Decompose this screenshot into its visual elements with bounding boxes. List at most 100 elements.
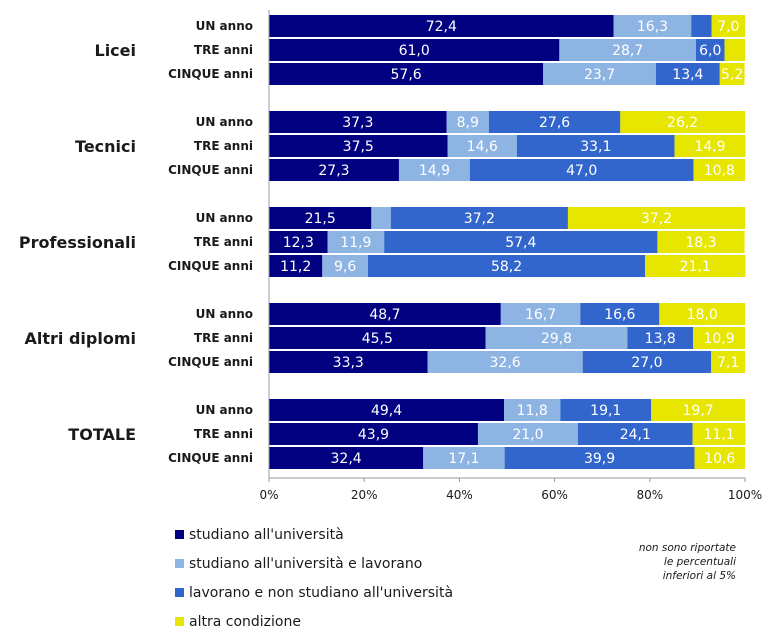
legend-item: studiano all'università e lavorano (175, 549, 453, 578)
row-label: UN anno (196, 403, 253, 417)
legend-label: lavorano e non studiano all'università (189, 584, 454, 601)
bar-segment (269, 351, 428, 373)
data-label: 39,9 (584, 451, 615, 467)
data-label: 18,0 (687, 307, 718, 323)
legend-item: altra condizione (175, 607, 453, 636)
data-label: 37,2 (464, 211, 495, 227)
bar-segment (423, 447, 505, 469)
legend-swatch-series-1 (175, 530, 184, 539)
row-label: CINQUE anni (168, 163, 253, 177)
row-label: CINQUE anni (168, 451, 253, 465)
row-label: CINQUE anni (168, 259, 253, 273)
bar-segment (446, 111, 489, 133)
bar-segment (485, 327, 628, 349)
data-label: 11,2 (280, 259, 311, 275)
x-tick-label: 40% (446, 488, 473, 502)
group-label: TOTALE (68, 425, 136, 444)
data-label: 27,0 (631, 355, 662, 371)
legend-label: studiano all'università (189, 526, 344, 543)
data-label: 7,0 (717, 19, 739, 35)
bar-segment (398, 159, 470, 181)
data-label: 16,7 (525, 307, 556, 323)
bar-segment (269, 303, 501, 325)
data-label: 14,9 (694, 139, 725, 155)
bar-segment (724, 39, 745, 61)
bar-segment (269, 63, 544, 85)
bar-segment (269, 135, 448, 157)
bar-segment (384, 231, 658, 253)
legend-swatch-series-4 (175, 617, 184, 626)
bar-segment (582, 351, 712, 373)
data-label: 23,7 (584, 67, 615, 83)
group-label: Tecnici (75, 137, 136, 156)
group-label: Professionali (19, 233, 136, 252)
data-label: 58,2 (491, 259, 522, 275)
data-label: 37,2 (641, 211, 672, 227)
data-label: 16,3 (637, 19, 668, 35)
data-label: 19,1 (590, 403, 621, 419)
bar-segment (694, 447, 745, 469)
legend-label: studiano all'università e lavorano (189, 555, 423, 572)
row-label: UN anno (196, 307, 253, 321)
bar-segment (327, 231, 385, 253)
bar-segment (651, 399, 745, 421)
legend-item: studiano all'università (175, 520, 453, 549)
bar-segment (371, 207, 391, 229)
data-label: 57,6 (391, 67, 422, 83)
data-label: 61,0 (399, 43, 430, 59)
bar-segment (657, 231, 745, 253)
legend-item: lavorano e non studiano all'università (175, 578, 453, 607)
data-label: 13,4 (672, 67, 703, 83)
footnote-line: non sono riportate (638, 542, 736, 554)
data-label: 21,0 (512, 427, 543, 443)
row-label: UN anno (196, 115, 253, 129)
data-label: 14,9 (419, 163, 450, 179)
data-label: 26,2 (667, 115, 698, 131)
bar-segment (447, 135, 517, 157)
bar-segment (269, 447, 424, 469)
row-label: TRE anni (194, 43, 253, 57)
row-label: UN anno (196, 19, 253, 33)
data-label: 37,5 (343, 139, 374, 155)
bar-segment (504, 447, 695, 469)
row-label: UN anno (196, 211, 253, 225)
bar-segment (427, 351, 583, 373)
data-label: 12,3 (283, 235, 314, 251)
data-label: 18,3 (685, 235, 716, 251)
footnote-line: le percentuali (663, 556, 736, 568)
bar-segment (269, 423, 478, 445)
data-label: 16,6 (604, 307, 635, 323)
data-label: 32,6 (490, 355, 521, 371)
bar-segment (368, 255, 646, 277)
data-label: 32,4 (331, 451, 362, 467)
bar-segment (627, 327, 694, 349)
x-tick-label: 0% (259, 488, 278, 502)
data-label: 11,9 (340, 235, 371, 251)
data-label: 10,6 (704, 451, 735, 467)
data-label: 13,8 (645, 331, 676, 347)
legend: studiano all'università studiano all'uni… (175, 520, 453, 636)
bar-segment (711, 351, 745, 373)
data-label: 10,8 (704, 163, 735, 179)
data-label: 48,7 (369, 307, 400, 323)
bar-segment (269, 255, 323, 277)
data-label: 33,1 (580, 139, 611, 155)
footnote: non sono riportate le percentuali inferi… (560, 541, 736, 583)
bar-segment (488, 111, 621, 133)
data-label: 10,9 (703, 331, 734, 347)
data-label: 24,1 (620, 427, 651, 443)
data-label: 7,1 (717, 355, 739, 371)
bar-segment (500, 303, 581, 325)
data-label: 21,5 (305, 211, 336, 227)
data-label: 37,3 (342, 115, 373, 131)
bar-segment (580, 303, 660, 325)
bar-segment (567, 207, 745, 229)
bar-segment (469, 159, 694, 181)
data-label: 49,4 (371, 403, 402, 419)
x-tick-label: 60% (541, 488, 568, 502)
row-label: TRE anni (194, 427, 253, 441)
row-label: CINQUE anni (168, 67, 253, 81)
bar-segment (322, 255, 369, 277)
bar-segment (269, 159, 399, 181)
data-label: 9,6 (334, 259, 356, 275)
